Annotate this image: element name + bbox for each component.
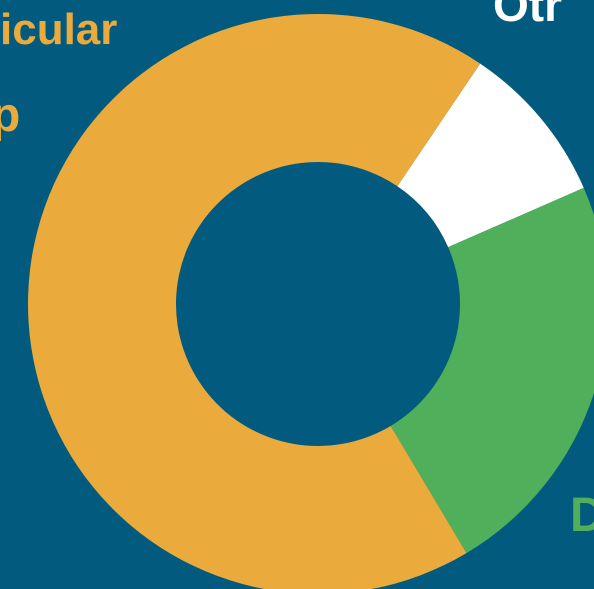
slice-particular bbox=[28, 14, 481, 589]
label-fragment-p: p bbox=[0, 89, 21, 142]
label-otro: Otr bbox=[493, 0, 562, 31]
label-d: D bbox=[570, 489, 594, 542]
slice-otro bbox=[397, 63, 584, 248]
label-particular: icular bbox=[0, 5, 118, 54]
slice-d bbox=[390, 187, 594, 554]
